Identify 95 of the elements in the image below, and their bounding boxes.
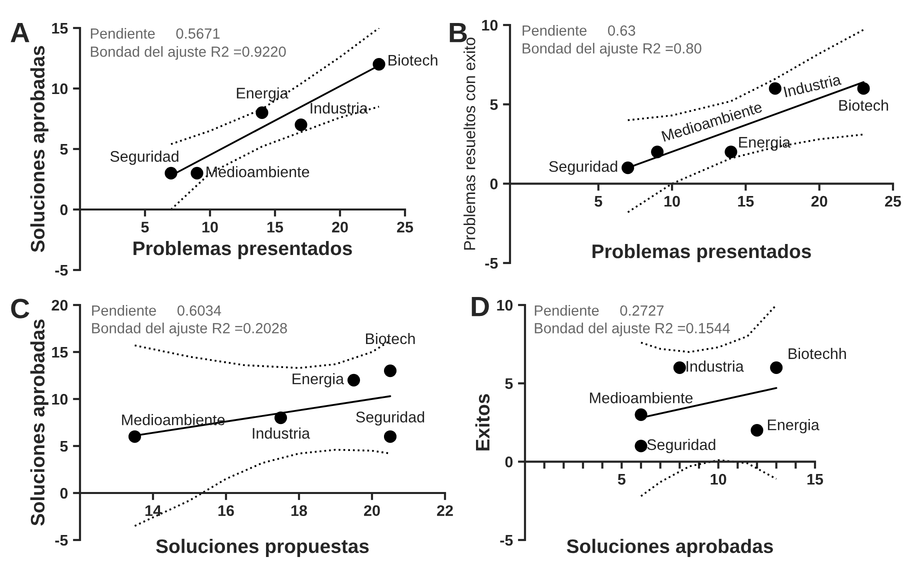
annotation: Medioambiente (122, 414, 225, 426)
annotation: Energia (292, 373, 344, 388)
y-tick-label: 5 (505, 378, 513, 390)
annotation: Pendiente 0.63 (522, 25, 636, 36)
x-tick-label: 15 (267, 222, 284, 233)
point (857, 82, 870, 95)
point (750, 424, 764, 437)
point (347, 374, 360, 386)
annotation: Pendiente 0.6034 (92, 305, 222, 316)
annotation: Medioambiente (590, 392, 693, 404)
x-tick-label: 10 (710, 474, 726, 485)
x-tick-label: 20 (332, 222, 348, 233)
x-tick-label: 10 (664, 196, 680, 207)
point (372, 58, 386, 71)
y-tick-label: 5 (60, 144, 68, 155)
x-tick-label: 22 (437, 505, 453, 516)
y-tick-label: 10 (52, 394, 68, 405)
annotation: Medioambiente (206, 166, 310, 178)
y-tick-label: -5 (55, 265, 68, 276)
annotation: Energia (236, 87, 288, 102)
annotation: Industria (252, 428, 310, 439)
y-tick-label: -5 (485, 258, 498, 269)
x-tick-label: 15 (807, 474, 824, 485)
annotation: Pendiente 0.2727 (534, 305, 664, 316)
point (622, 162, 634, 174)
x-tick-label: 20 (364, 505, 380, 516)
point (190, 166, 204, 180)
y-tick-label: -5 (500, 535, 513, 546)
y-tick-label: 0 (60, 204, 68, 216)
y-axis-title: Soluciones aprobadas (30, 46, 48, 252)
point (384, 430, 397, 443)
y-tick-label: 15 (52, 23, 68, 34)
point (651, 146, 664, 158)
annotation: Industria (783, 74, 842, 98)
chart-title: D (472, 297, 489, 316)
x-tick-label: 5 (594, 196, 602, 207)
y-axis-title: Exitos (475, 394, 490, 450)
x-tick-label: 18 (291, 505, 308, 516)
x-tick-label: 15 (738, 196, 754, 207)
annotation: Biotech (388, 54, 438, 66)
line-series (170, 28, 380, 146)
x-tick-label: 14 (145, 505, 162, 516)
annotation: Bondad del ajuste R2 =0.80 (522, 42, 702, 56)
annotation: Biotechh (788, 348, 846, 360)
annotation: Biotech (839, 100, 888, 111)
x-tick-label: 5 (141, 222, 149, 233)
x-tick-label: 25 (397, 222, 414, 233)
point (724, 146, 738, 158)
y-axis-title: Soluciones aprobadas (30, 320, 48, 526)
annotation: Bondad del ajuste R2 =0.2028 (92, 322, 287, 336)
x-axis-title: Soluciones propuestas (156, 538, 369, 557)
annotation: Energia (768, 419, 820, 434)
x-tick-label: 10 (202, 222, 218, 233)
point (634, 440, 648, 452)
annotation: Bondad del ajuste R2 =0.9220 (90, 46, 286, 60)
y-tick-label: 10 (52, 83, 68, 94)
annotation: Bondad del ajuste R2 =0.1544 (534, 322, 730, 336)
annotation: Industria (686, 360, 744, 372)
point (128, 430, 142, 443)
y-tick-label: 5 (60, 441, 68, 452)
annotation: Seguridad (356, 411, 424, 426)
annotation: Industria (310, 102, 368, 114)
y-tick-label: 10 (497, 300, 513, 311)
y-tick-label: 0 (60, 488, 68, 499)
x-axis-title: Soluciones aprobadas (566, 538, 773, 557)
y-tick-label: 5 (490, 99, 498, 110)
point (274, 412, 288, 424)
point (673, 361, 686, 374)
y-tick-label: -5 (55, 535, 68, 546)
x-tick-label: 25 (885, 196, 902, 207)
x-axis-title: Problemas presentados (592, 244, 811, 262)
point (770, 361, 783, 374)
y-tick-label: 0 (490, 178, 498, 190)
chart-title: A (10, 23, 30, 42)
annotation: Seguridad (647, 438, 716, 454)
y-tick-label: 15 (52, 347, 68, 358)
annotation: Biotech (366, 332, 415, 344)
y-tick-label: 0 (505, 456, 513, 468)
x-axis-title: Problemas presentados (134, 240, 352, 260)
point (384, 364, 397, 378)
annotation: Seguridad (110, 150, 178, 165)
annotation: Pendiente 0.5671 (90, 28, 220, 39)
x-tick-label: 20 (811, 196, 828, 207)
x-tick-label: 5 (618, 474, 626, 485)
point (256, 106, 268, 119)
point (294, 118, 308, 132)
annotation: Seguridad (549, 160, 618, 175)
y-tick-label: 10 (482, 20, 498, 31)
point (164, 166, 178, 180)
line-series (640, 459, 778, 498)
point (768, 82, 782, 95)
y-tick-label: 20 (52, 300, 68, 311)
x-tick-label: 16 (218, 505, 234, 516)
point (634, 408, 648, 421)
chart-title: C (11, 298, 30, 318)
